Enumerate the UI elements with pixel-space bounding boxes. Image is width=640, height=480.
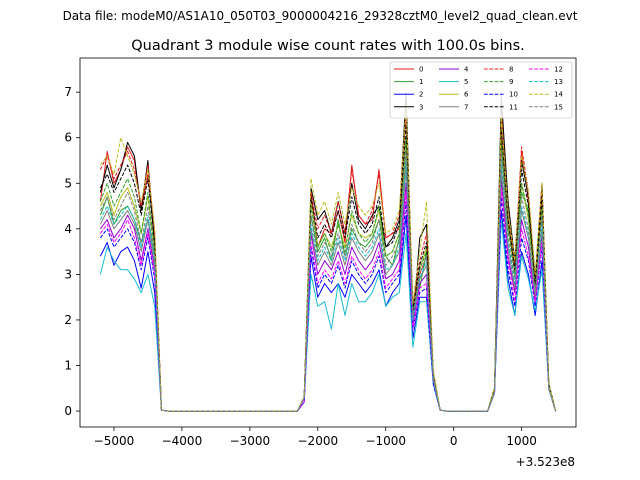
legend-label-5: 5	[464, 78, 468, 86]
legend-label-4: 4	[464, 66, 469, 74]
legend-label-1: 1	[419, 78, 423, 86]
figure-suptitle: Data file: modeM0/AS1A10_050T03_90000042…	[63, 9, 578, 23]
y-tick-label: 0	[64, 404, 72, 418]
y-tick-label: 3	[64, 267, 72, 281]
legend-label-15: 15	[554, 103, 563, 111]
x-offset-text: +3.523e8	[516, 455, 575, 469]
legend-label-11: 11	[509, 103, 518, 111]
legend-label-9: 9	[509, 78, 513, 86]
x-tick-label: −5000	[94, 434, 135, 448]
x-tick-label: 1000	[506, 434, 537, 448]
y-tick-label: 2	[64, 313, 72, 327]
legend-box	[389, 61, 573, 119]
axes-frame	[79, 57, 577, 428]
legend-label-13: 13	[554, 78, 563, 86]
x-tick-label: −1000	[365, 434, 406, 448]
y-axis: 0 1 2 3 4 5 6 7	[64, 85, 80, 418]
series-line-13	[99, 160, 557, 412]
legend-label-8: 8	[509, 66, 513, 74]
y-tick-label: 5	[64, 176, 72, 190]
series-line-15	[99, 150, 557, 412]
x-tick-label: −3000	[230, 434, 271, 448]
x-tick-label: −2000	[298, 434, 339, 448]
legend-label-10: 10	[509, 91, 518, 99]
chart-title: Quadrant 3 module wise count rates with …	[131, 38, 525, 54]
legend-label-6: 6	[464, 91, 469, 99]
x-tick-label: 0	[450, 434, 458, 448]
x-axis: −5000 −4000 −3000 −2000 −1000 0 1000	[94, 427, 537, 448]
legend-label-14: 14	[554, 91, 563, 99]
legend-label-12: 12	[554, 66, 563, 74]
legend-label-2: 2	[419, 91, 423, 99]
x-tick-label: −4000	[162, 434, 203, 448]
y-tick-label: 4	[64, 222, 72, 236]
y-tick-label: 1	[64, 359, 72, 373]
y-tick-label: 6	[64, 131, 72, 145]
series-layer	[99, 91, 557, 412]
legend-label-0: 0	[419, 66, 423, 74]
legend-label-7: 7	[464, 103, 468, 111]
legend-label-3: 3	[419, 103, 423, 111]
series-line-14	[99, 105, 557, 412]
y-tick-label: 7	[64, 85, 72, 99]
